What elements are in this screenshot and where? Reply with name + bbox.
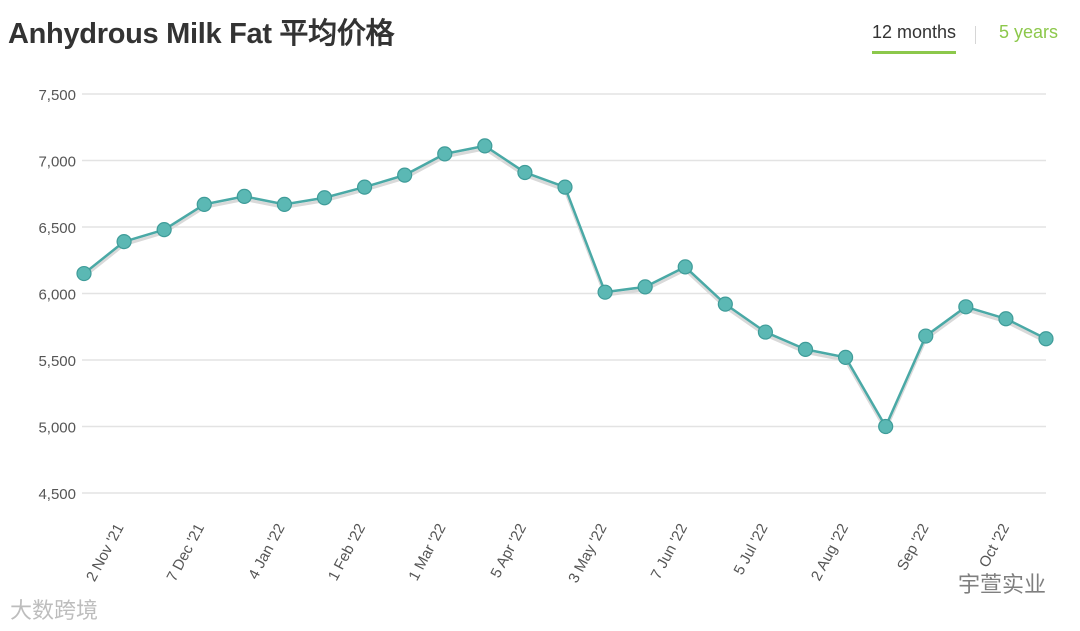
y-tick-label: 6,000: [38, 287, 76, 304]
data-point: [236, 188, 252, 205]
x-tick-label: Sep '22: [894, 521, 933, 573]
y-axis-labels: 4,500 5,000 5,500 6,000 6,500 7,000 7,500: [38, 87, 76, 503]
data-point: [116, 234, 132, 250]
data-point: [958, 299, 974, 315]
tab-divider: [975, 26, 976, 44]
x-tick-label: 5 Jul '22: [731, 521, 772, 578]
data-points: [76, 138, 1054, 435]
x-tick-label: 2 Nov '21: [83, 521, 128, 585]
data-point: [757, 324, 774, 340]
watermark-left: 大数跨境: [10, 599, 99, 624]
x-axis-labels: 2 Nov '21 7 Dec '21 4 Jan '22 1 Feb '22 1 Ma…: [83, 521, 1013, 586]
data-point: [156, 222, 172, 238]
tab-5-years[interactable]: 5 years: [998, 22, 1058, 42]
y-tick-label: 5,500: [38, 353, 76, 370]
chart-title: Anhydrous Milk Fat 平均价格: [8, 18, 395, 50]
data-point: [76, 265, 92, 282]
data-point: [276, 196, 293, 212]
x-tick-label: 7 Dec '21: [163, 521, 208, 585]
data-point: [196, 196, 212, 212]
data-point: [918, 328, 934, 344]
x-tick-label: 1 Feb '22: [325, 521, 369, 584]
data-point: [878, 418, 894, 435]
grid-lines: [82, 93, 1046, 494]
x-tick-label: 1 Mar '22: [405, 521, 449, 584]
data-point: [557, 179, 573, 195]
data-point: [437, 146, 453, 162]
data-point: [597, 284, 613, 300]
data-point: [837, 349, 854, 365]
data-point: [356, 179, 373, 195]
y-tick-label: 7,000: [38, 154, 76, 171]
data-point: [397, 167, 413, 183]
watermark-right: 宇萱实业: [957, 573, 1046, 598]
x-tick-label: Oct '22: [976, 521, 1013, 571]
data-point: [316, 190, 333, 206]
y-tick-label: 6,500: [38, 220, 76, 237]
y-tick-label: 4,500: [38, 486, 76, 503]
data-point: [637, 279, 653, 295]
data-point: [477, 138, 493, 154]
data-point: [517, 164, 533, 181]
x-tick-label: 7 Jun '22: [648, 521, 691, 582]
x-tick-label: 2 Aug '22: [808, 521, 852, 584]
x-tick-label: 3 May '22: [565, 521, 610, 586]
x-tick-label: 4 Jan '22: [245, 521, 288, 582]
y-tick-label: 7,500: [38, 87, 76, 104]
data-point: [1038, 331, 1054, 347]
y-tick-label: 5,000: [38, 420, 76, 437]
x-tick-label: 5 Apr '22: [487, 521, 530, 581]
data-point: [998, 311, 1014, 327]
data-point: [717, 296, 733, 312]
data-point: [797, 341, 814, 357]
tab-12-months[interactable]: 12 months: [871, 22, 956, 54]
data-point: [677, 259, 693, 275]
